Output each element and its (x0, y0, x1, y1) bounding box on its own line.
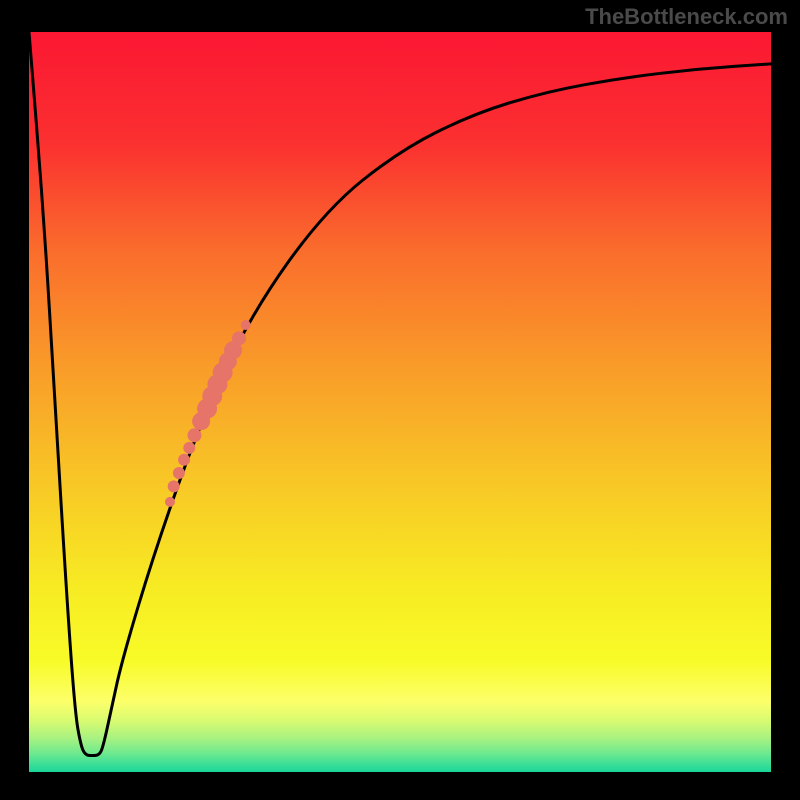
curve-line (29, 32, 771, 756)
watermark-text: TheBottleneck.com (585, 4, 788, 30)
markers-group (165, 320, 251, 507)
data-marker (183, 442, 195, 454)
data-marker (165, 497, 175, 507)
data-marker (241, 320, 251, 330)
data-marker (168, 480, 180, 492)
data-marker (232, 331, 246, 345)
plot-area (29, 32, 771, 772)
data-marker (187, 428, 201, 442)
chart-svg (29, 32, 771, 772)
data-marker (173, 467, 185, 479)
data-marker (178, 454, 190, 466)
